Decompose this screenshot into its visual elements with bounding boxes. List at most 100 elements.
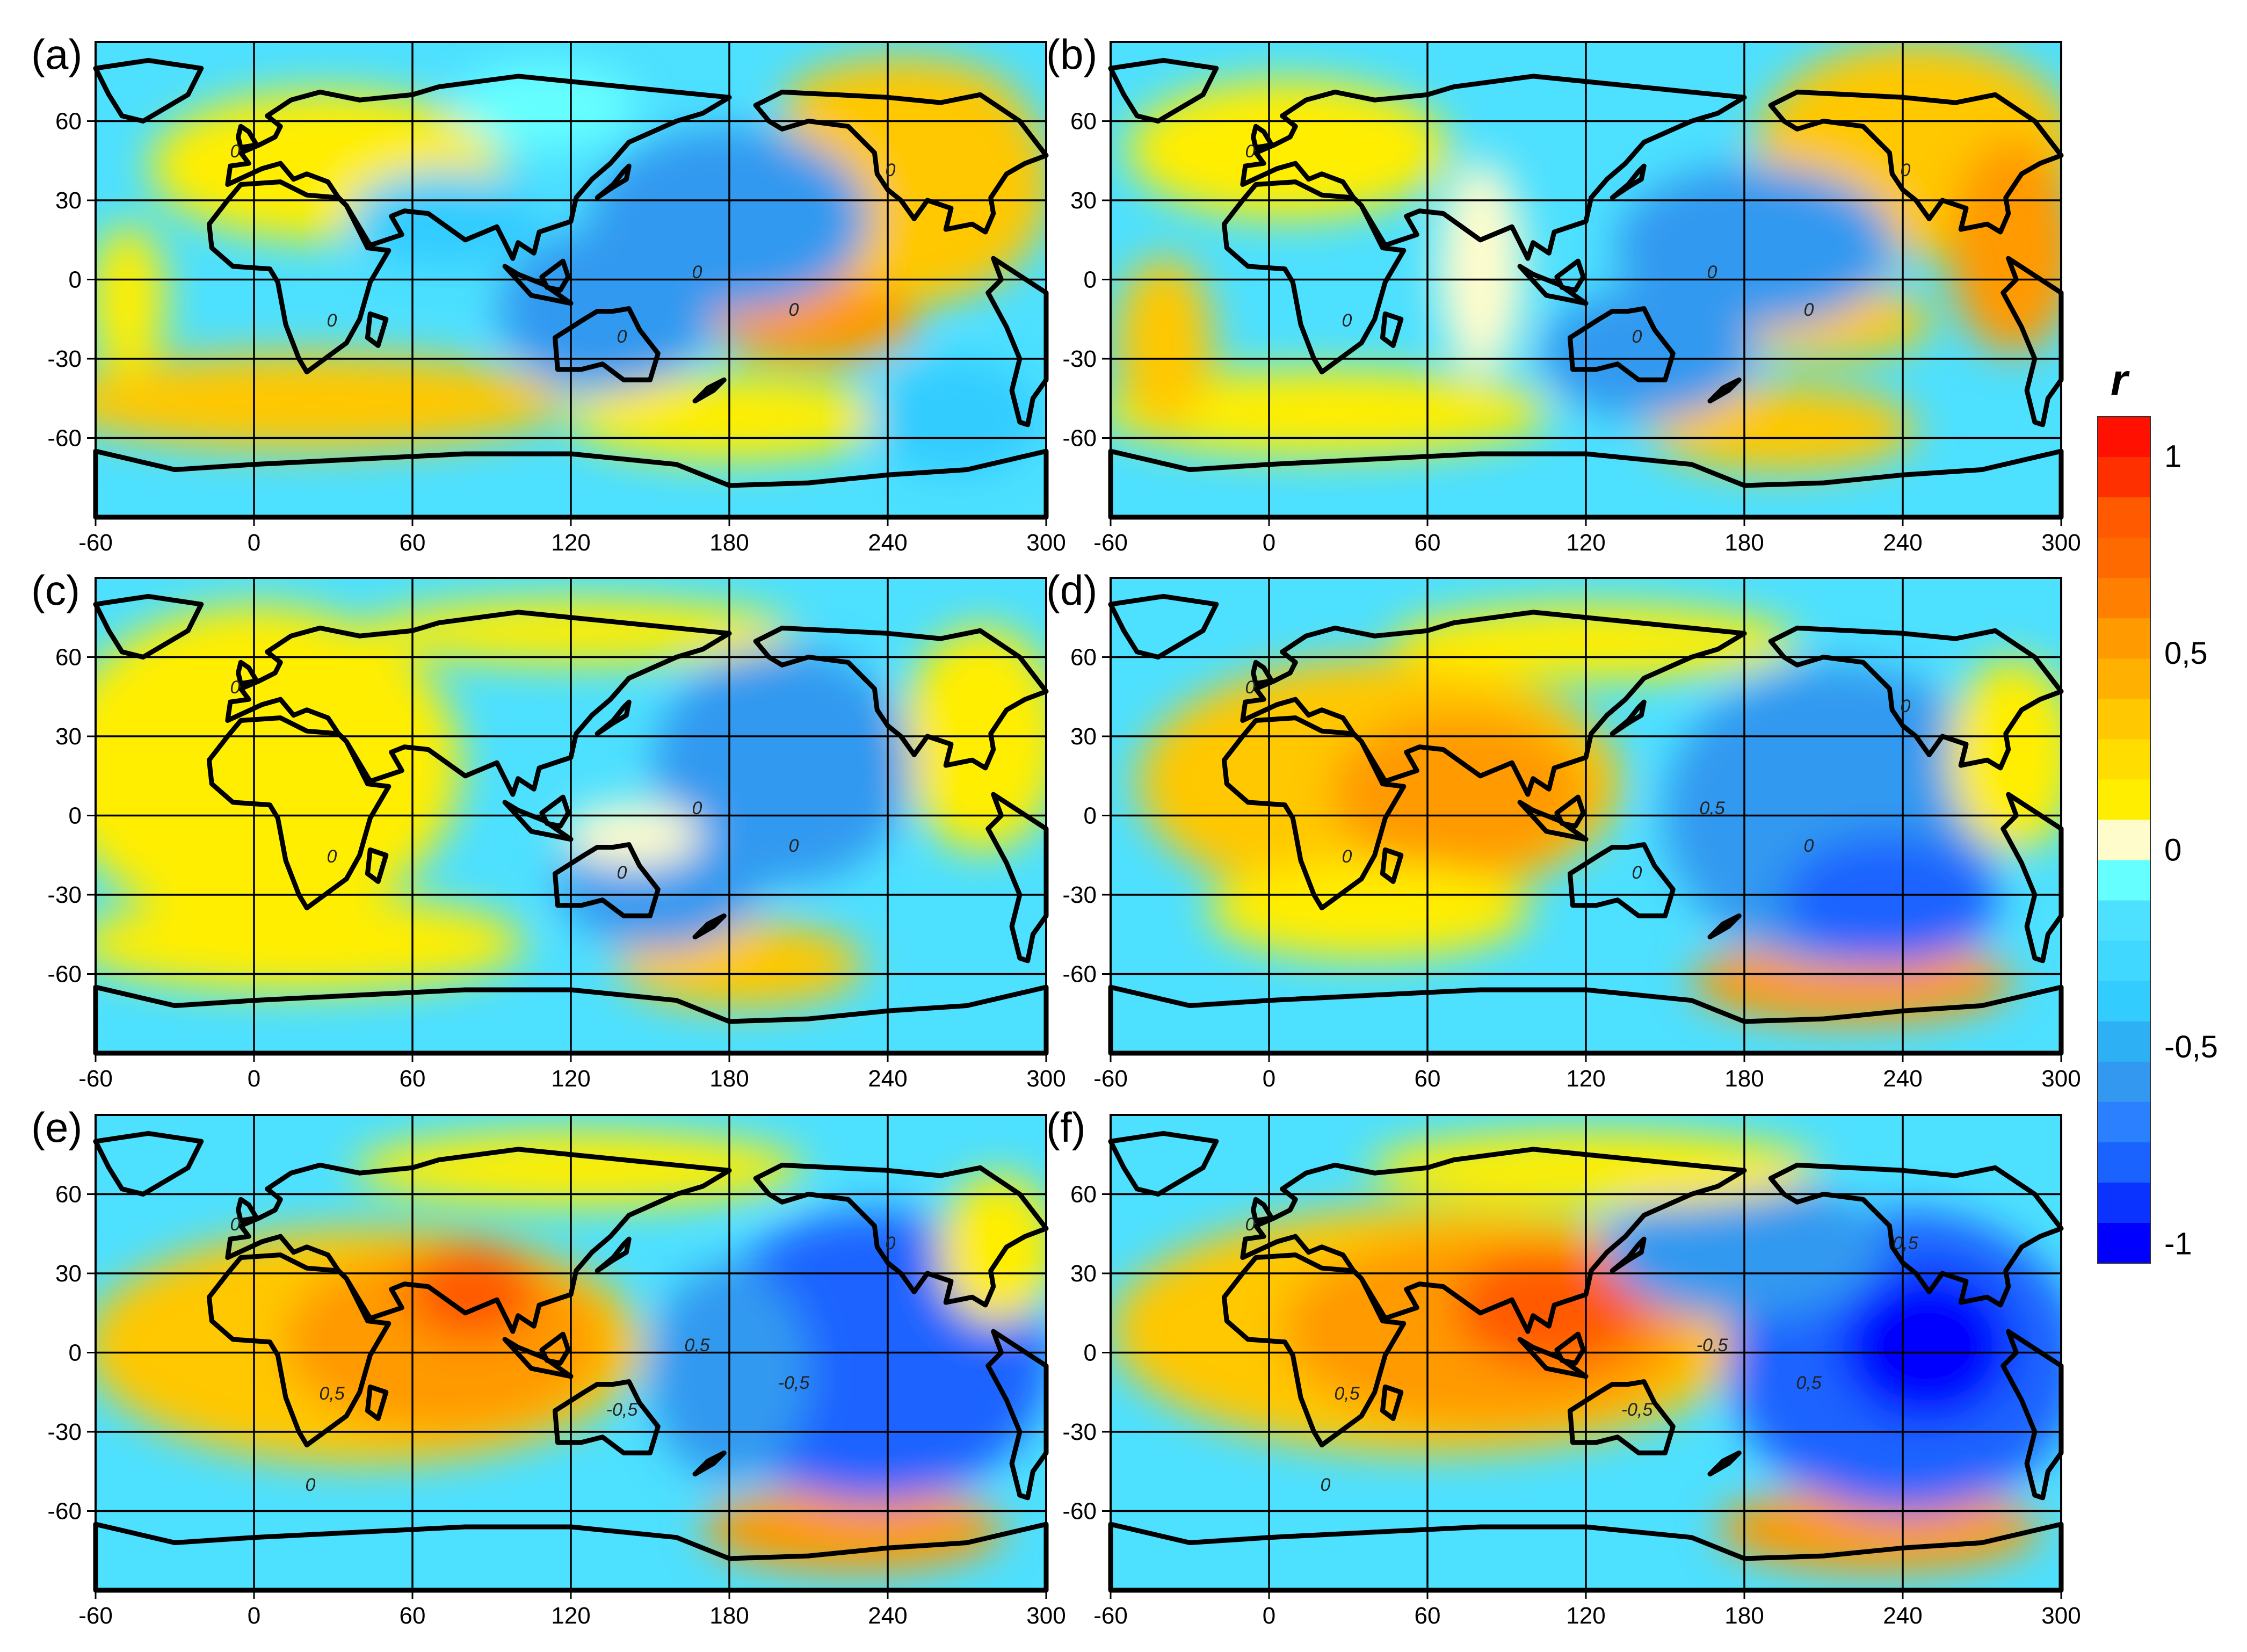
x-tick-label: -60 (78, 1066, 113, 1092)
x-tick-label: 0 (248, 1603, 260, 1629)
contour-label: 0,5 (1334, 1383, 1359, 1404)
y-tick-label: 30 (55, 187, 82, 214)
colorbar-frame (2097, 416, 2151, 1264)
contour-label: 0 (1632, 863, 1642, 883)
coastline-namerica (753, 625, 1049, 771)
contour-label: 0,5 (319, 1383, 344, 1404)
x-tick-label: 240 (868, 1603, 907, 1629)
contour-label: 0 (1342, 310, 1352, 331)
map-panel-e: -60 0 60 120 180 240 30060300-30-60(e)00,5-0,5… (31, 1104, 1066, 1629)
contour-label: 0 (1245, 1214, 1256, 1235)
x-tick-label: 180 (709, 1066, 749, 1092)
y-tick-label: 60 (55, 644, 82, 671)
x-tick-label: -60 (1093, 1066, 1128, 1092)
contour-labels: 0 0 0 0 0 (230, 677, 799, 883)
x-tick-label: 240 (1883, 530, 1922, 556)
x-tick-label: 60 (1415, 530, 1441, 556)
colorbar-title: r (2111, 356, 2130, 404)
contour-label: 0 (789, 300, 799, 320)
y-tick-label: 30 (1070, 187, 1097, 214)
colorbar-band (2098, 699, 2150, 740)
contour-label: -0,5 (1697, 1335, 1728, 1356)
coastline-europe (225, 1147, 732, 1334)
coastline-australia (1568, 306, 1676, 382)
contour-label: 0 (327, 310, 337, 331)
x-tick-label: 60 (400, 530, 426, 556)
colorbar-band (2098, 779, 2150, 820)
y-tick-label: 60 (55, 1182, 82, 1208)
y-tick-label: 60 (1070, 108, 1097, 135)
x-tick-label: 0 (1263, 530, 1275, 556)
coastline-madagascar (1380, 311, 1404, 348)
y-tick-label: -30 (47, 346, 82, 372)
coastline-borneo (539, 258, 571, 293)
coastline-africa (206, 715, 392, 911)
contour-labels: 0 0,5 0,5 -0,5 -0,5 0,5 0 (1245, 1214, 1918, 1495)
x-tick-label: 300 (1026, 1066, 1065, 1092)
x-tick-label: -60 (1093, 1603, 1128, 1629)
y-tick-label: -30 (1062, 1419, 1097, 1445)
contour-label: 0 (1804, 300, 1814, 320)
contour-label: 0 (1245, 677, 1256, 698)
coastline-japan (595, 699, 632, 736)
coastline-namerica (753, 1162, 1049, 1308)
coastline-europe (1240, 610, 1747, 797)
x-tick-label: 240 (1883, 1066, 1922, 1092)
panel-label: (b) (1046, 31, 1097, 78)
colorbar-band (2098, 497, 2150, 538)
coastline-europe (1240, 1147, 1747, 1334)
contour-label: 0 (692, 262, 702, 282)
x-tick-label: 180 (1724, 1066, 1764, 1092)
coastline-namerica (753, 89, 1049, 235)
colorbar-band (2098, 457, 2150, 498)
x-tick-label: 240 (868, 530, 907, 556)
coastline-greenland (93, 1131, 204, 1197)
contour-label: 0 (230, 141, 241, 162)
x-tick-label: 240 (1883, 1603, 1922, 1629)
x-tick-label: 60 (400, 1603, 426, 1629)
panel-label: (c) (31, 567, 80, 614)
colorbar-tick-label: -1 (2164, 1226, 2192, 1261)
coastline-borneo (539, 1331, 571, 1366)
colorbar-band (2098, 1061, 2150, 1103)
contour-label: 0 (1901, 696, 1911, 716)
panel-label: (f) (1046, 1104, 1086, 1151)
coastline-africa (206, 1252, 392, 1448)
x-tick-label: 300 (1026, 1603, 1065, 1629)
colorbar-band (2098, 1021, 2150, 1062)
coastline-madagascar (365, 1384, 389, 1421)
coastline-borneo (1554, 1331, 1586, 1366)
coastline-australia (1568, 1379, 1676, 1455)
y-tick-label: 60 (1070, 644, 1097, 671)
coastline-africa (1221, 715, 1407, 911)
x-tick-label: 180 (709, 530, 749, 556)
colorbar-band (2098, 1223, 2150, 1264)
contour-label: 0,5 (1893, 1233, 1918, 1254)
coastline-borneo (539, 794, 571, 829)
colorbar-band (2098, 860, 2150, 901)
y-tick-label: 0 (69, 803, 82, 829)
colorbar-band (2098, 940, 2150, 982)
contour-labels: 0 0 0 0 0 0 (1245, 141, 1911, 347)
contour-label: 0 (1245, 141, 1256, 162)
coastline-greenland (1108, 593, 1219, 660)
colorbar-band (2098, 900, 2150, 941)
coastline-madagascar (1380, 847, 1404, 884)
contour-labels: 0 0,5 -0,5 -0,5 0,5 0 0 (230, 1214, 896, 1495)
x-tick-label: 60 (1415, 1603, 1441, 1629)
coastline-australia (553, 842, 661, 918)
y-tick-label: -30 (1062, 882, 1097, 908)
coastline-japan (1610, 163, 1647, 200)
y-tick-label: 0 (1084, 803, 1097, 829)
contour-label: 0 (617, 327, 627, 347)
coastline-europe (1240, 74, 1747, 261)
coastline-africa (1221, 1252, 1407, 1448)
y-tick-label: -30 (1062, 346, 1097, 372)
coastline-borneo (1554, 794, 1586, 829)
contour-label: 0 (1707, 262, 1717, 282)
coastline-nz (1707, 1450, 1742, 1477)
contour-label: -0,5 (1621, 1400, 1653, 1420)
